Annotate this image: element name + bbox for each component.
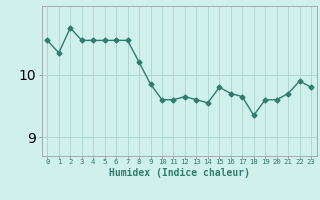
- X-axis label: Humidex (Indice chaleur): Humidex (Indice chaleur): [109, 168, 250, 178]
